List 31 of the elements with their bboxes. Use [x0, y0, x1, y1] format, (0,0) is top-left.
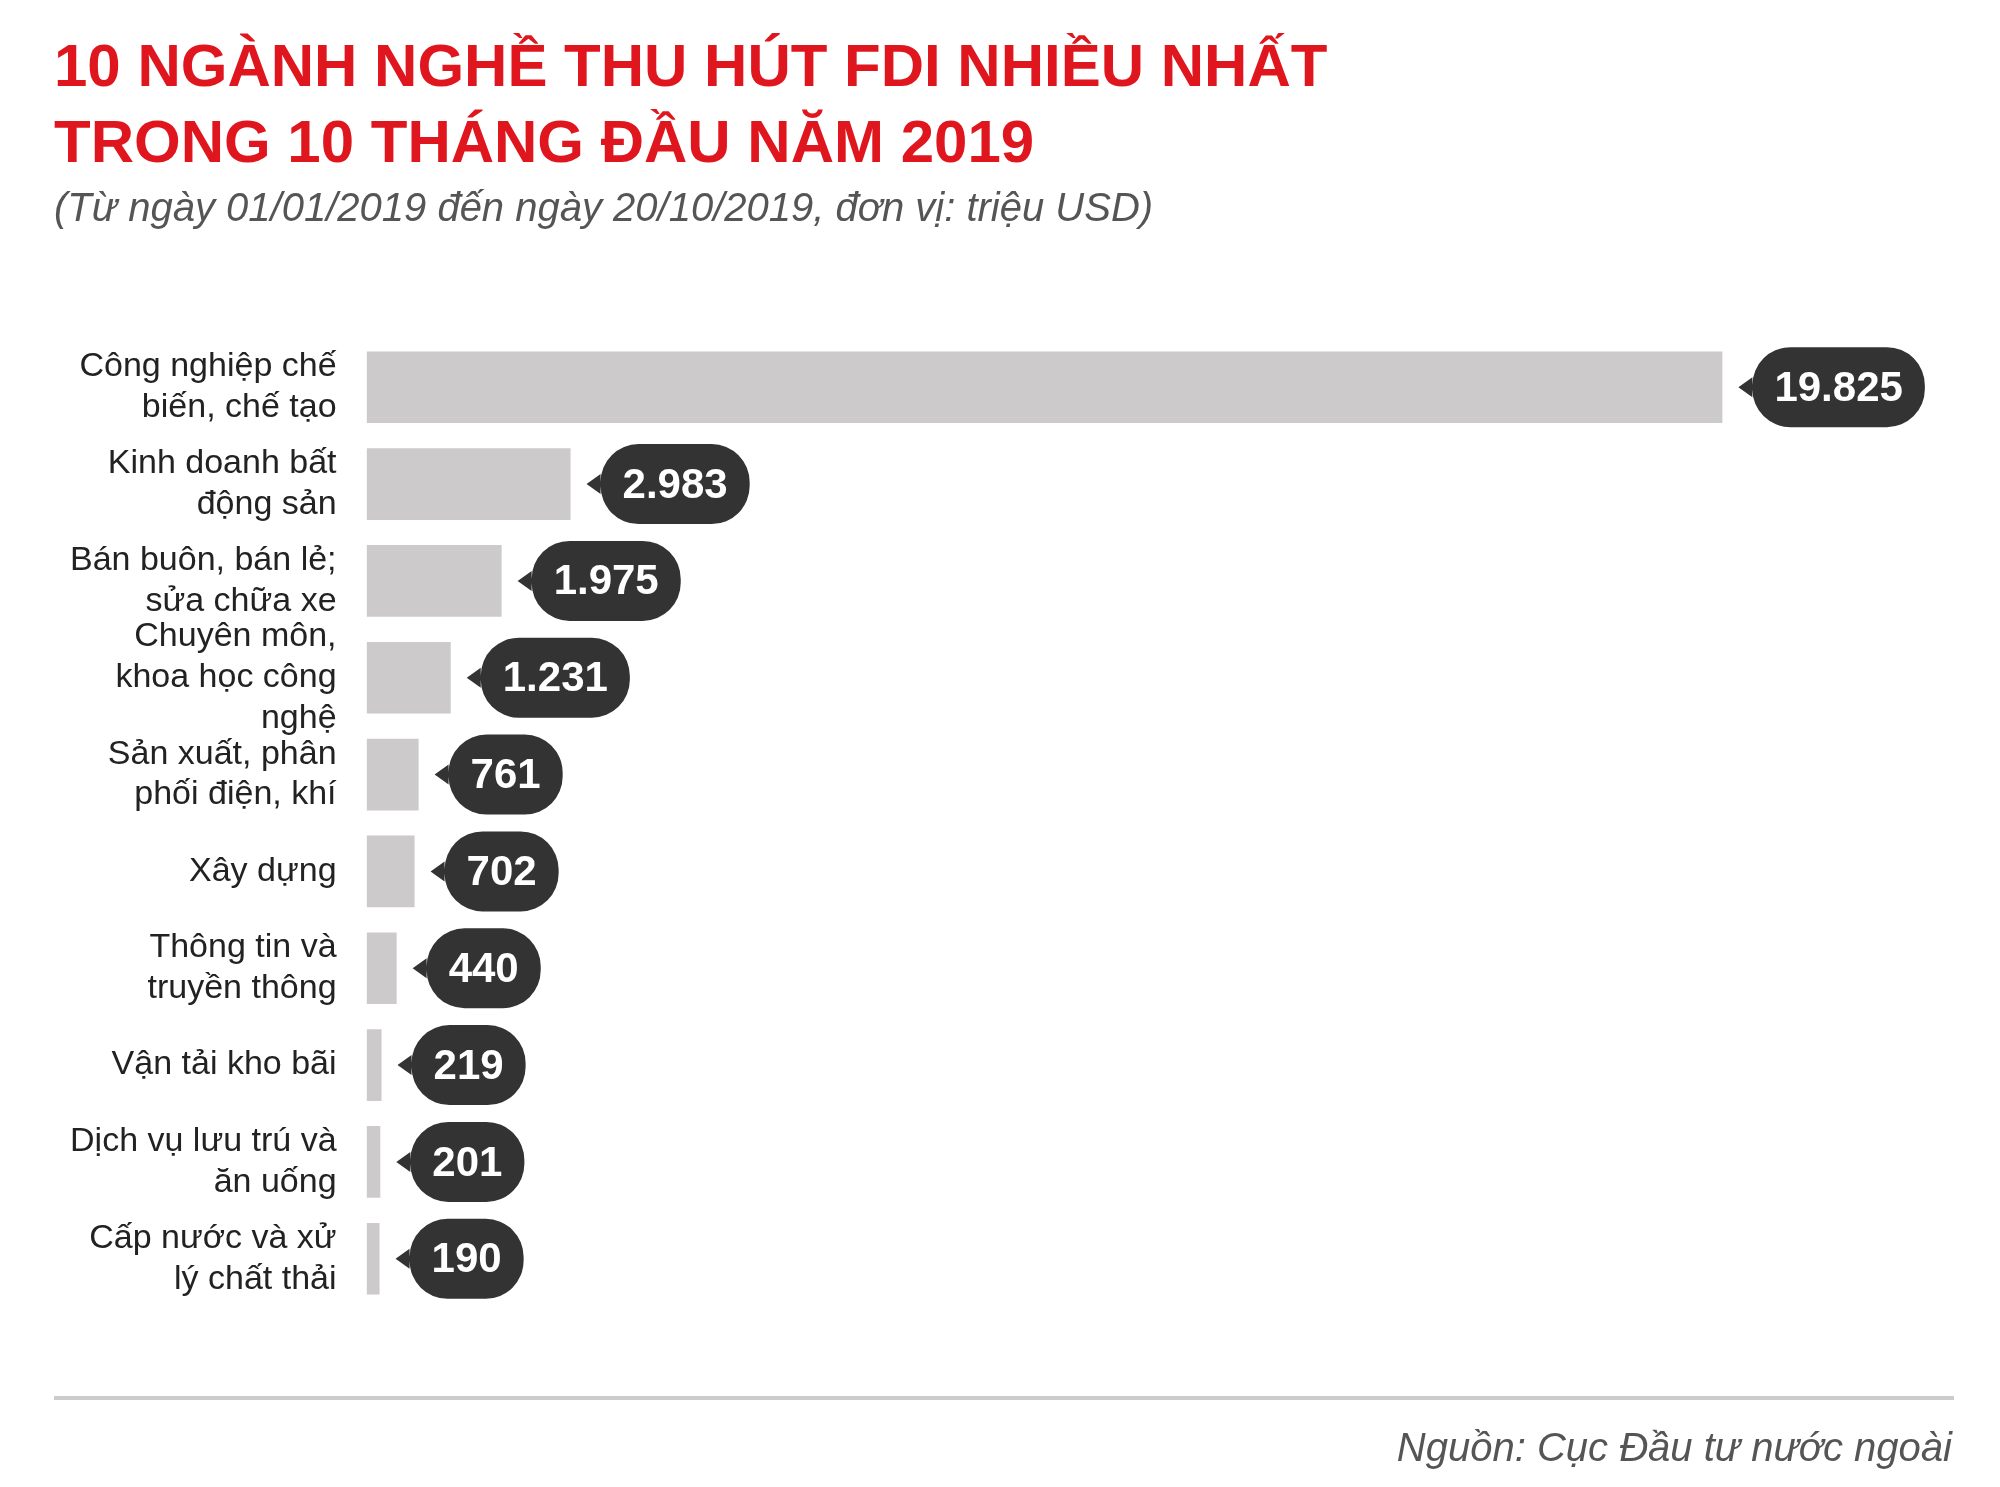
bar: [366, 1126, 381, 1198]
y-tick-label: Cấp nước và xử lý chất thải: [89, 1216, 337, 1296]
y-tick-label: Thông tin và truyền thông: [147, 926, 337, 1006]
data-label: 1.231: [502, 653, 608, 701]
bar: [366, 351, 1723, 424]
chart-subtitle: (Từ ngày 01/01/2019 đến ngày 20/10/2019, đơn vị: triệu USD): [54, 185, 1154, 230]
text: Nguồn: Cục Đầu tư nước ngoài: [1396, 1425, 1952, 1470]
data-label: 2.983: [622, 459, 728, 507]
data-label: 190: [431, 1234, 502, 1282]
y-tick-label: Công nghiệp chế biến, chế tạo: [79, 345, 337, 424]
bar: [366, 1029, 382, 1101]
chart-title: 10 NGÀNH NGHỀ THU HÚT FDI NHIỀU NHẤT TRONG 10 THÁNG ĐẦU NĂM 2019: [54, 31, 1329, 177]
data-label: 19.825: [1774, 362, 1903, 410]
bar: [366, 545, 502, 617]
data-label: 219: [433, 1040, 504, 1088]
bar: [366, 835, 415, 908]
bar: [366, 641, 451, 714]
y-tick-label: Bán buôn, bán lẻ; sửa chữa xe: [69, 538, 337, 618]
data-label: 761: [470, 750, 541, 798]
bar: [366, 738, 419, 811]
data-label: 440: [448, 943, 519, 991]
bar: [366, 1222, 380, 1295]
data-label: 201: [432, 1137, 503, 1185]
data-label: 702: [466, 847, 537, 894]
data-label: 1.975: [553, 556, 659, 604]
y-tick-label: Vận tải kho bãi: [111, 1043, 337, 1082]
y-tick-label: Kinh doanh bất động sản: [107, 442, 338, 521]
bar: [366, 932, 397, 1005]
bar: [366, 448, 571, 520]
y-tick-label: Dịch vụ lưu trú và ăn uống: [70, 1119, 337, 1199]
y-tick-label: Xây dựng: [189, 849, 337, 888]
